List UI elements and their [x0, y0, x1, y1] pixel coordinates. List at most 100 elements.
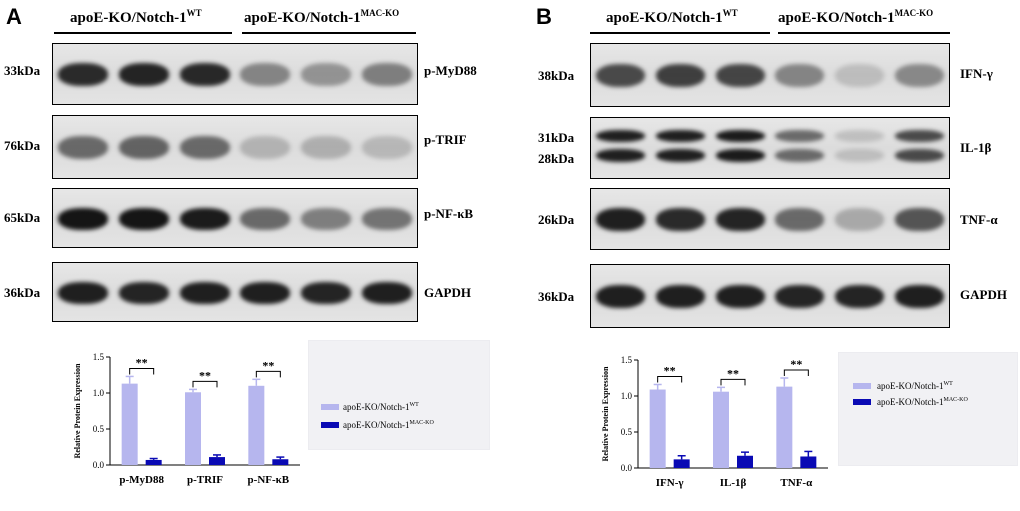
blot-band	[240, 207, 291, 230]
panel-letter: A	[6, 4, 22, 29]
blot-band	[656, 63, 705, 88]
group-label-ko: apoE-KO/Notch-1MAC-KO	[778, 8, 934, 26]
protein-label: p-NF-κB	[424, 206, 474, 221]
blot-band	[301, 207, 351, 230]
western-blot-ifn-g	[590, 43, 950, 107]
blot-band	[715, 208, 765, 231]
y-tick-label: 1.5	[621, 355, 633, 365]
blot-band	[119, 63, 169, 86]
x-tick-label: IL-1β	[720, 477, 747, 489]
blot-band	[361, 63, 412, 86]
y-axis-label: Relative Protein Expression	[73, 363, 82, 458]
blot-band	[894, 208, 944, 231]
blot-band	[656, 208, 705, 231]
blot-band	[58, 281, 109, 304]
blot-band	[715, 63, 765, 88]
blot-band	[775, 284, 825, 309]
y-tick-label: 0.5	[93, 424, 105, 434]
blot-band	[894, 149, 944, 163]
protein-label: GAPDH	[424, 285, 471, 300]
bar	[272, 459, 289, 465]
western-blot-p-nf-kb	[52, 188, 418, 248]
protein-label: GAPDH	[960, 287, 1007, 302]
legend-swatch-wt	[321, 404, 339, 410]
bar	[121, 383, 138, 465]
blot-band	[775, 63, 825, 88]
significance-bracket	[783, 369, 809, 376]
western-blot-il-1b	[590, 117, 950, 179]
blot-band	[361, 207, 412, 230]
blot-band	[715, 130, 765, 142]
group-label-ko: apoE-KO/Notch-1MAC-KO	[244, 8, 400, 26]
blot-band	[179, 135, 230, 160]
blot-band	[894, 284, 944, 309]
group-line-ko	[242, 32, 416, 34]
western-blot-p-myd88	[52, 43, 418, 105]
legend-label-wt: apoE-KO/Notch-1WT	[877, 381, 953, 391]
blot-band	[596, 149, 646, 163]
blot-band	[894, 63, 944, 88]
bar	[800, 456, 817, 468]
y-tick-label: 0.0	[93, 460, 105, 470]
blot-band	[240, 281, 291, 304]
y-axis-label: Relative Protein Expression	[601, 366, 610, 461]
bar	[209, 457, 225, 465]
bar	[713, 391, 729, 468]
western-blot-gapdh	[52, 262, 418, 322]
kda-label: 31kDa	[538, 130, 575, 145]
x-tick-label: p-MyD88	[119, 474, 164, 486]
legend-label-ko: apoE-KO/Notch-1MAC-KO	[877, 397, 968, 407]
blot-band	[179, 207, 230, 230]
blot-band	[775, 130, 825, 142]
blot-band	[656, 284, 705, 309]
kda-label: 65kDa	[4, 210, 41, 225]
legend-swatch-wt	[853, 383, 871, 389]
significance-bracket	[657, 375, 683, 383]
legend-label-ko: apoE-KO/Notch-1MAC-KO	[343, 420, 434, 430]
bar	[776, 386, 793, 468]
legend-a: apoE-KO/Notch-1WT apoE-KO/Notch-1MAC-KO	[308, 340, 490, 450]
group-label-wt: apoE-KO/Notch-1WT	[606, 8, 738, 26]
western-blot-gapdh	[590, 264, 950, 328]
blot-band	[301, 281, 351, 304]
bar-chart-a: 0.0 0.5 1.0 1.5 Relative Protein Expression *…	[73, 352, 300, 486]
blot-band	[301, 135, 351, 160]
panel-letter: B	[536, 4, 552, 29]
blot-band	[715, 149, 765, 163]
x-tick-label: IFN-γ	[656, 477, 684, 489]
blot-band	[58, 63, 109, 86]
blot-band	[119, 135, 169, 160]
blot-band	[119, 281, 169, 304]
blot-band	[596, 130, 646, 142]
blot-band	[656, 130, 705, 142]
blot-band	[179, 63, 230, 86]
bar-chart-b: 0.0 0.5 1.0 1.5 Relative Protein Expression *…	[601, 355, 828, 489]
protein-label: p-MyD88	[424, 63, 477, 78]
blot-band	[835, 284, 884, 309]
bar	[248, 385, 265, 465]
blot-band	[775, 149, 825, 163]
group-label-wt: apoE-KO/Notch-1WT	[70, 8, 202, 26]
x-tick-label: TNF-α	[780, 477, 813, 489]
protein-label: p-TRIF	[424, 132, 467, 147]
kda-label: 76kDa	[4, 138, 41, 153]
group-line-ko	[778, 32, 950, 34]
x-tick-label: p-TRIF	[187, 474, 223, 486]
kda-label: 36kDa	[4, 285, 41, 300]
bar	[649, 389, 666, 468]
blot-band	[775, 208, 825, 231]
group-line-wt	[590, 32, 770, 34]
blot-band	[361, 281, 412, 304]
y-tick-label: 0.0	[621, 463, 633, 473]
significance-label: **	[262, 358, 274, 372]
blot-band	[179, 281, 230, 304]
y-tick-label: 0.5	[621, 427, 633, 437]
significance-label: **	[136, 355, 148, 369]
blot-band	[240, 135, 291, 160]
protein-label: TNF-α	[960, 212, 998, 227]
blot-band	[596, 63, 646, 88]
significance-bracket	[720, 378, 746, 386]
blot-band	[894, 130, 944, 142]
kda-label: 33kDa	[4, 63, 41, 78]
blot-band	[715, 284, 765, 309]
